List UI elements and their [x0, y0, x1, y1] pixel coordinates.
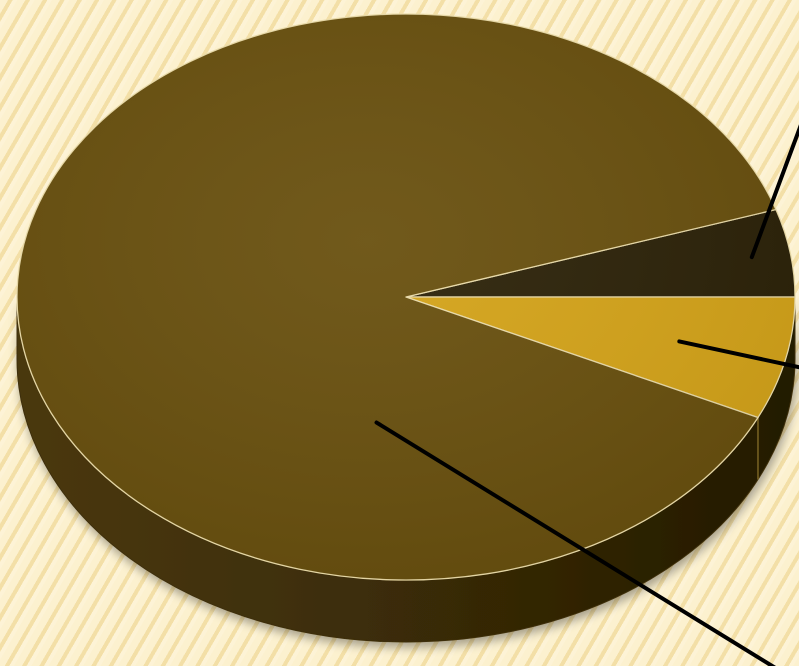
leader-line-1 — [749, 124, 799, 260]
leader-line-3 — [374, 420, 777, 666]
leader-line-2 — [677, 339, 799, 370]
leader-lines — [374, 124, 799, 666]
pie-top-face — [16, 13, 796, 581]
